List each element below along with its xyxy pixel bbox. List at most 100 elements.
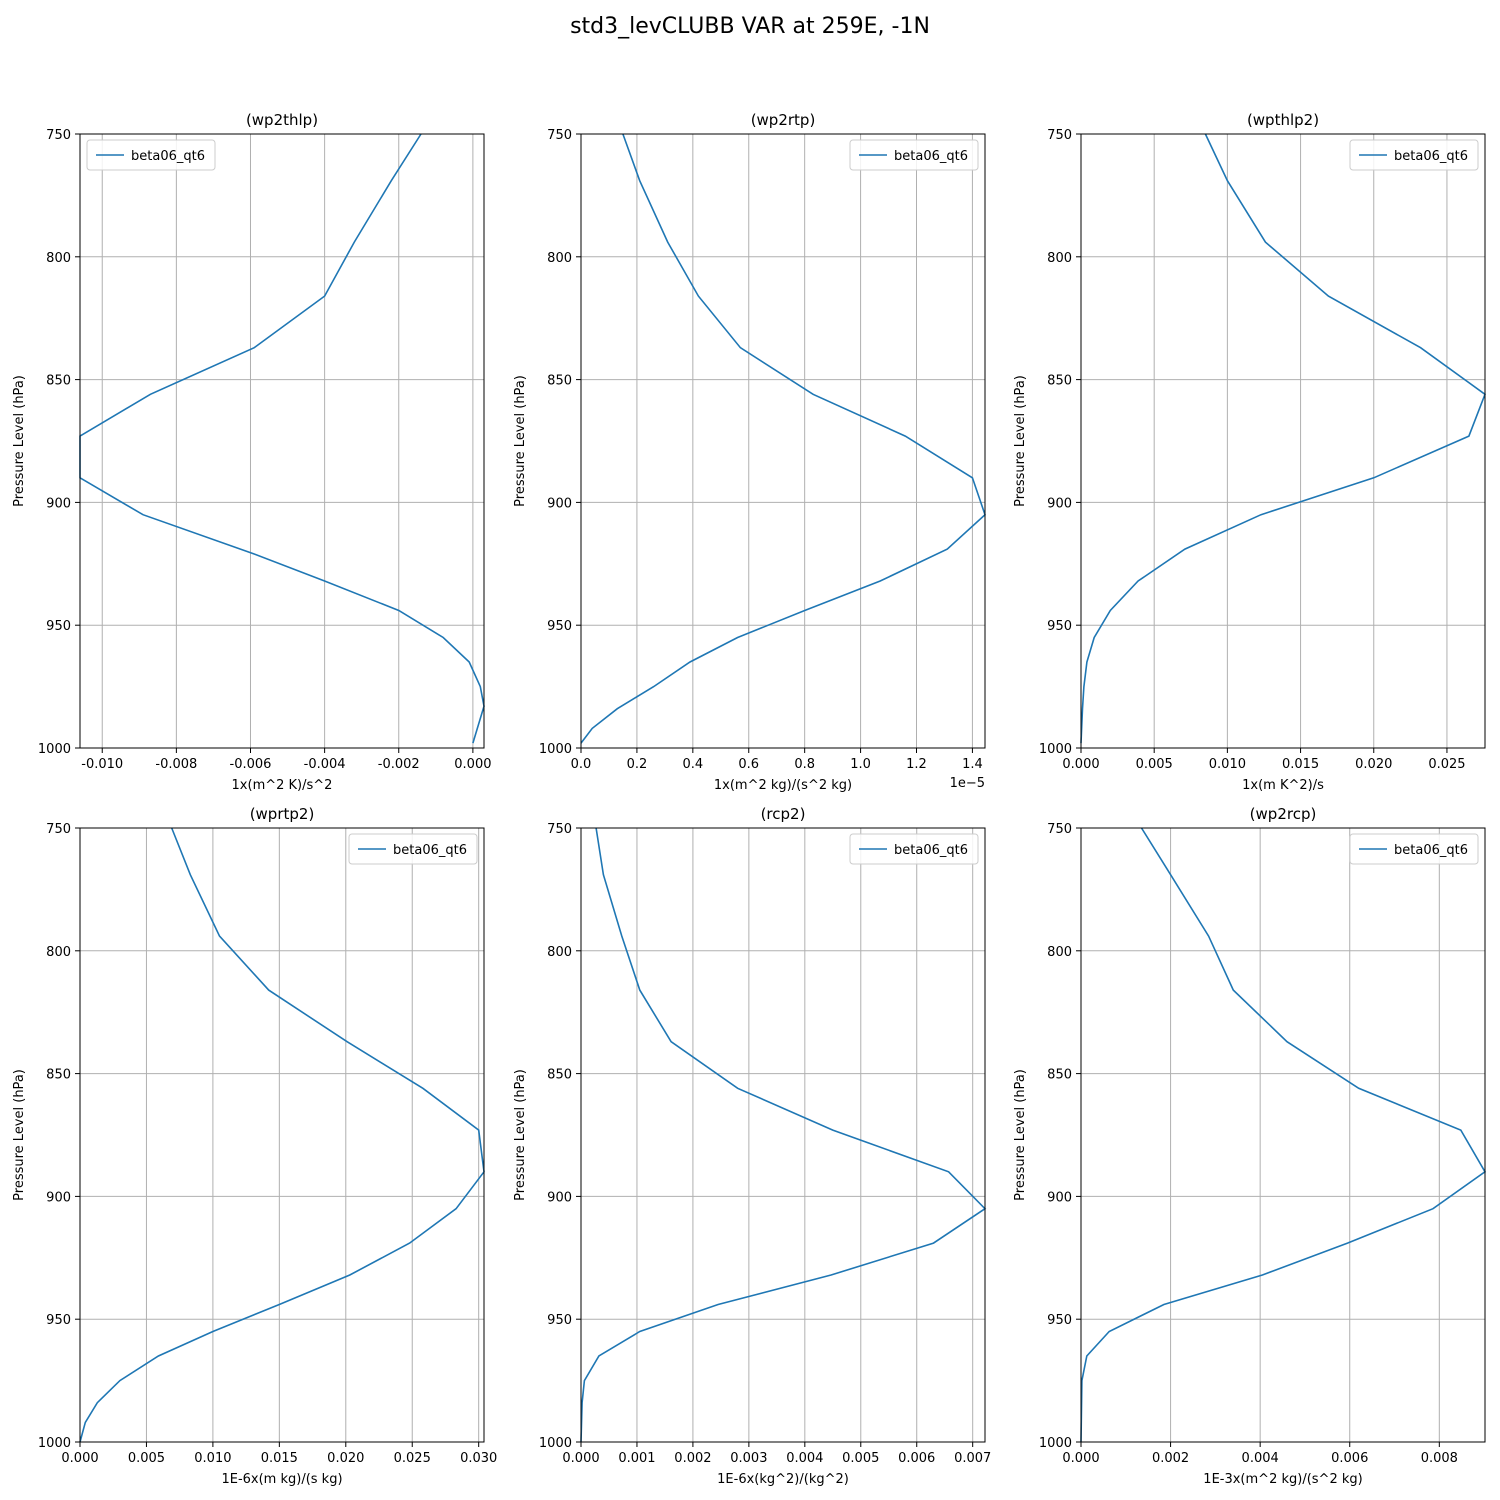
x-offset-label: 1e−5 (950, 776, 985, 791)
subplot-3: 0.000 0.005 0.010 0.015 0.020 0.025 750 800 850 9… (1013, 111, 1486, 793)
x-tick-label: -0.002 (378, 757, 420, 772)
y-tick-label: 950 (547, 619, 572, 634)
x-tick-label: -0.004 (304, 757, 346, 772)
axes-frame (580, 133, 986, 749)
y-axis-label: Pressure Level (hPa) (1013, 1069, 1028, 1201)
x-tick-label: 0.030 (460, 1451, 497, 1466)
x-tick-label: 0.4 (682, 757, 703, 772)
x-tick-label: 0.8 (794, 757, 815, 772)
y-tick-label: 900 (1047, 496, 1072, 511)
subplot-4: 0.000 0.005 0.010 0.015 0.020 0.025 0.030 750 80… (12, 805, 497, 1487)
axes-frame (79, 827, 485, 1443)
series-line (580, 133, 986, 744)
legend: beta06_qt6 (86, 139, 216, 171)
legend-box (1349, 139, 1479, 171)
legend-label: beta06_qt6 (131, 149, 205, 164)
y-tick-label: 900 (547, 1190, 572, 1205)
x-tick-label: 0.0 (571, 757, 592, 772)
y-tick-label: 850 (547, 1068, 572, 1083)
y-tick-label: 1000 (539, 1436, 572, 1451)
y-tick-label: 1000 (38, 1436, 71, 1451)
x-tick-label: 0.025 (394, 1451, 431, 1466)
x-tick-label: 0.000 (1062, 1451, 1099, 1466)
y-tick-label: 850 (46, 374, 71, 389)
x-tick-label: 0.007 (954, 1451, 991, 1466)
y-tick-label: 1000 (1039, 742, 1072, 757)
x-tick-label: 0.003 (730, 1451, 767, 1466)
x-axis-label: 1E-6x(m kg)/(s kg) (221, 1472, 342, 1487)
legend-box (849, 139, 979, 171)
y-tick-label: 900 (46, 496, 71, 511)
y-tick-label: 800 (1047, 945, 1072, 960)
legend: beta06_qt6 (849, 833, 979, 865)
y-tick-label: 1000 (38, 742, 71, 757)
y-axis-label: Pressure Level (hPa) (12, 375, 27, 507)
axes-frame (79, 133, 485, 749)
x-tick-label: -0.006 (230, 757, 272, 772)
y-tick-label: 850 (547, 374, 572, 389)
series-line (79, 133, 485, 744)
y-tick-label: 800 (46, 251, 71, 266)
x-tick-label: 0.008 (1421, 1451, 1458, 1466)
x-axis-label: 1x(m^2 K)/s^2 (232, 778, 333, 793)
x-tick-label: 0.000 (61, 1451, 98, 1466)
y-tick-label: 750 (46, 822, 71, 837)
y-axis-label: Pressure Level (hPa) (513, 375, 528, 507)
subplot-title: (rcp2) (761, 805, 806, 823)
subplot-6: 0.000 0.002 0.004 0.006 0.008 750 800 850 900 950… (1013, 805, 1487, 1487)
x-tick-label: -0.010 (81, 757, 123, 772)
subplot-title: (wprtp2) (250, 805, 315, 823)
y-tick-label: 850 (46, 1068, 71, 1083)
x-tick-label: 0.020 (1355, 757, 1392, 772)
legend-box (348, 833, 478, 865)
y-tick-label: 1000 (1039, 1436, 1072, 1451)
legend-box (849, 833, 979, 865)
x-tick-label: 0.000 (454, 757, 491, 772)
x-axis-label: 1E-3x(m^2 kg)/(s^2 kg) (1203, 1472, 1362, 1487)
x-tick-label: 0.002 (1152, 1451, 1189, 1466)
legend-box (86, 139, 216, 171)
y-tick-label: 800 (46, 945, 71, 960)
x-tick-label: 0.010 (194, 1451, 231, 1466)
y-tick-label: 750 (547, 128, 572, 143)
x-tick-label: 0.006 (1331, 1451, 1368, 1466)
legend-label: beta06_qt6 (894, 149, 968, 164)
axes-frame (1080, 133, 1486, 749)
y-tick-label: 950 (1047, 619, 1072, 634)
x-tick-label: 0.020 (327, 1451, 364, 1466)
y-tick-label: 800 (547, 251, 572, 266)
figure-title: std3_levCLUBB VAR at 259E, -1N (570, 14, 930, 39)
legend-label: beta06_qt6 (1394, 843, 1468, 858)
y-tick-label: 1000 (539, 742, 572, 757)
x-axis-label: 1x(m^2 kg)/(s^2 kg) (714, 778, 852, 793)
x-tick-label: 0.001 (618, 1451, 655, 1466)
legend-label: beta06_qt6 (393, 843, 467, 858)
x-tick-label: -0.008 (155, 757, 197, 772)
subplot-title: (wp2thlp) (246, 111, 318, 129)
x-tick-label: 0.010 (1209, 757, 1246, 772)
legend-label: beta06_qt6 (1394, 149, 1468, 164)
x-tick-label: 1.0 (850, 757, 871, 772)
x-tick-label: 0.2 (627, 757, 648, 772)
legend: beta06_qt6 (1349, 139, 1479, 171)
y-tick-label: 950 (46, 619, 71, 634)
y-tick-label: 850 (1047, 374, 1072, 389)
x-tick-label: 0.6 (738, 757, 759, 772)
x-axis-label: 1x(m K^2)/s (1242, 778, 1324, 793)
subplot-title: (wpthlp2) (1247, 111, 1319, 129)
x-tick-label: 0.006 (898, 1451, 935, 1466)
subplot-5: 0.000 0.001 0.002 0.003 0.004 0.005 0.006 0.007… (513, 805, 991, 1487)
y-tick-label: 750 (1047, 128, 1072, 143)
x-axis-label: 1E-6x(kg^2)/(kg^2) (717, 1472, 849, 1487)
subplot-title: (wp2rcp) (1250, 805, 1317, 823)
x-tick-label: 0.005 (128, 1451, 165, 1466)
axes-frame (580, 827, 986, 1443)
x-tick-label: 0.000 (1062, 757, 1099, 772)
y-tick-label: 900 (1047, 1190, 1072, 1205)
y-tick-label: 750 (547, 822, 572, 837)
y-tick-label: 750 (1047, 822, 1072, 837)
x-tick-label: 0.004 (1242, 1451, 1279, 1466)
x-tick-label: 1.2 (906, 757, 927, 772)
x-tick-label: 0.015 (1282, 757, 1319, 772)
